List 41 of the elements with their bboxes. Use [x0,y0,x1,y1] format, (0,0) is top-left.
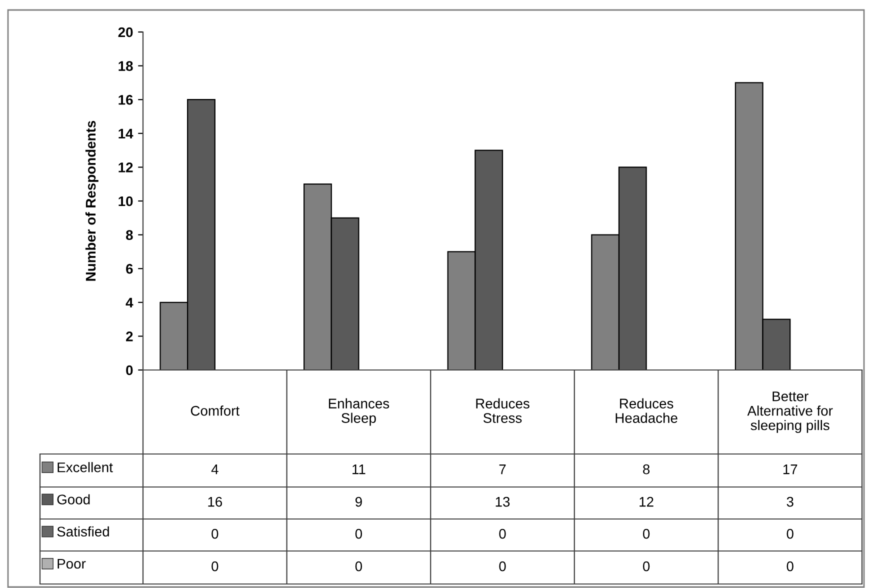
data-label: 0 [355,528,362,539]
data-label: 0 [355,561,362,572]
data-label: 12 [640,496,654,507]
x-tick-label: Reduces Stress [476,398,530,423]
data-label: 16 [208,496,222,507]
data-label: 0 [499,528,506,539]
x-tick-label: Reduces Headache [616,398,678,423]
data-label: 13 [496,496,510,507]
y-tick-label: 12 [118,162,133,172]
x-tick-label: Comfort [190,406,240,416]
y-tick-label: 20 [118,27,133,38]
y-tick-label: 2 [126,332,133,342]
y-tick-label: 10 [118,196,133,206]
data-label: 0 [212,528,218,539]
legend-label: Good [57,494,90,504]
data-label: 0 [212,561,218,572]
data-label: 11 [352,464,366,474]
y-tick-label: 0 [126,365,133,376]
data-label: 4 [211,464,218,474]
y-tick-label: 8 [126,230,133,240]
data-label: 9 [355,496,362,507]
x-tick-label: Better Alternative for sleeping pills [747,392,833,433]
data-label: 8 [643,464,650,474]
data-label: 0 [642,561,650,572]
data-label: 3 [786,496,794,507]
legend-label: Satisfied [57,526,109,537]
y-tick-label: 6 [126,264,133,274]
x-tick-label: Enhances Sleep [328,398,390,426]
data-label: 0 [642,528,650,539]
y-tick-label: 4 [126,298,134,308]
data-label: 7 [499,464,506,474]
y-tick-label: 16 [118,94,133,105]
data-label: 0 [499,561,506,572]
data-label: 17 [783,464,798,474]
y-tick-label: 18 [118,61,133,71]
y-tick-label: 14 [118,128,134,138]
legend-label: Poor [58,558,86,569]
data-label: 0 [786,561,794,572]
y-axis-title: Number of Respondents [85,120,98,281]
legend-label: Excellent [58,462,113,472]
data-label: 0 [786,528,794,539]
